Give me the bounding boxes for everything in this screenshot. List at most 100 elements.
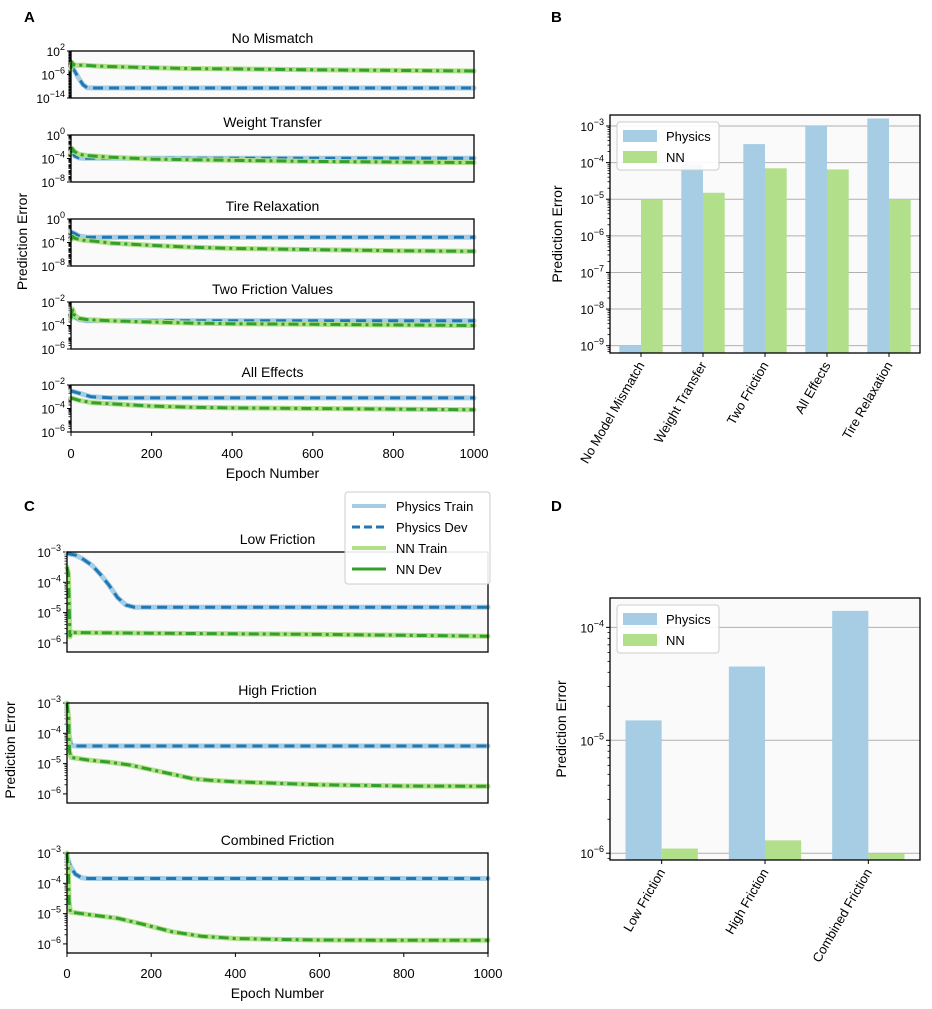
y-tick-label: 10−5: [37, 905, 61, 922]
y-tick-label: 10−4: [41, 317, 65, 334]
y-tick-label: 10−2: [41, 376, 65, 393]
subplot-c-1: High Friction 10−3 10−4 10−5 10−6: [37, 682, 491, 804]
subplot-title: Tire Relaxation: [226, 198, 320, 214]
y-tick-label: 10−6: [41, 340, 65, 357]
physics-bar: [728, 666, 765, 860]
panel-a: No Mismatch 102 10−6 10−14 Weight Transfer 10…: [14, 30, 488, 481]
legend-label: Physics Dev: [396, 520, 468, 535]
x-tick-label: 0: [63, 966, 70, 981]
physics-dev-line: [70, 389, 474, 400]
x-tick-label: Low Friction: [620, 866, 668, 934]
x-tick-label: 200: [140, 966, 162, 981]
x-tick-label: 800: [383, 446, 405, 461]
subplot-background: [67, 853, 488, 953]
physics-bar: [832, 610, 869, 860]
subplot-a-4: All Effects 10−2 10−4 10−6: [41, 364, 477, 440]
subplot-title: Low Friction: [240, 531, 315, 547]
nn-bar: [765, 840, 802, 860]
subplot-a-0: No Mismatch 102 10−6 10−14: [36, 30, 477, 106]
y-axis-label: Prediction Error: [549, 185, 565, 283]
panel-label-b: B: [551, 9, 562, 26]
subplot-title: Combined Friction: [221, 832, 335, 848]
x-tick-label: Tire Relaxation: [839, 359, 895, 442]
plot-frame: [609, 597, 921, 861]
y-tick-label: 10−5: [37, 755, 61, 772]
nn-bar: [641, 199, 663, 353]
physics-bar: [625, 720, 662, 860]
subplot-frame: [66, 551, 489, 653]
subplot-a-3: Two Friction Values 10−2 10−4 10−6: [41, 281, 477, 357]
physics-dev-line: [70, 230, 474, 239]
physics-bar: [743, 144, 765, 353]
x-axis-label: Epoch Number: [231, 985, 325, 1001]
nn-bar: [889, 199, 911, 353]
panel-label-d: D: [551, 498, 562, 515]
legend-swatch: [623, 634, 657, 646]
y-tick-label: 10−4: [37, 874, 61, 891]
x-tick-label: Two Friction: [724, 359, 772, 427]
legend-c: Physics Train Physics Dev NN Train NN Dev: [344, 491, 491, 585]
y-tick-label: 10−6: [37, 634, 61, 651]
y-tick-label: 10−3: [37, 694, 61, 711]
physics-bar: [681, 164, 703, 353]
y-axis-label: Prediction Error: [553, 680, 569, 778]
y-tick-label: 10−3: [37, 543, 61, 560]
physics-dev-line: [66, 552, 488, 609]
y-tick-label: 10−8: [580, 300, 604, 317]
nn-dev-line: [69, 308, 475, 327]
legend-label: NN Train: [396, 541, 447, 556]
y-tick-label: 10−8: [41, 257, 65, 274]
y-tick-label: 10−6: [37, 785, 61, 802]
subplot-title: Two Friction Values: [212, 281, 333, 297]
subplot-title: High Friction: [238, 682, 317, 698]
panel-label-c: C: [24, 498, 35, 515]
y-tick-label: 10−7: [580, 263, 604, 280]
plot-frame: [609, 114, 921, 354]
panel-b: 10−3 10−4 10−5 10−6 10−7 10−8 10−9 No Model Mis…: [549, 114, 921, 466]
nn-bar: [765, 168, 787, 353]
y-tick-label: 10−4: [41, 400, 65, 417]
y-tick-label: 10−4: [580, 618, 604, 635]
subplot-a-1: Weight Transfer 100 10−4 10−8: [41, 114, 477, 190]
x-tick-label: High Friction: [722, 866, 771, 937]
subplot-c-2: Combined Friction 10−3 10−4 10−5 10−6: [37, 832, 491, 954]
y-tick-label: 10−5: [580, 190, 604, 207]
x-tick-label: All Effects: [792, 359, 834, 417]
legend-label: Physics Train: [396, 499, 473, 514]
y-tick-label: 10−6: [580, 227, 604, 244]
x-tick-label: 400: [225, 966, 247, 981]
x-tick-label: 600: [309, 966, 331, 981]
legend-label: Physics: [666, 129, 711, 144]
x-tick-label: 400: [221, 446, 243, 461]
y-tick-label: 102: [47, 42, 65, 59]
subplot-background: [71, 51, 474, 98]
x-tick-label: 200: [141, 446, 163, 461]
y-tick-label: 10−4: [580, 154, 604, 171]
chart-layer: No Mismatch 102 10−6 10−14 Weight Transfer 10…: [2, 30, 921, 1001]
legend-swatch: [623, 130, 657, 142]
subplot-frame: [70, 134, 475, 183]
y-tick-label: 10−5: [580, 731, 604, 748]
y-tick-label: 10−4: [37, 724, 61, 741]
subplot-title: All Effects: [242, 364, 304, 380]
x-tick-label: 1000: [474, 966, 503, 981]
x-tick-label: 1000: [460, 446, 489, 461]
y-tick-label: 10−6: [41, 423, 65, 440]
y-tick-label: 10−5: [37, 604, 61, 621]
y-tick-label: 10−4: [41, 150, 65, 167]
physics-bar: [867, 118, 889, 353]
subplot-title: No Mismatch: [232, 30, 314, 46]
nn-dev-line: [65, 852, 488, 942]
nn-bar: [827, 169, 849, 353]
y-axis-label: Prediction Error: [14, 193, 30, 291]
legend-b: Physics NN: [616, 121, 720, 171]
legend-label: NN Dev: [396, 562, 442, 577]
physics-bar: [619, 345, 641, 353]
panel-label-a: A: [24, 9, 35, 26]
y-tick-label: 10−8: [41, 173, 65, 190]
x-tick-label: Weight Transfer: [651, 358, 710, 445]
x-axis-label: Epoch Number: [226, 465, 320, 481]
y-tick-label: 10−14: [36, 89, 65, 106]
subplot-frame: [66, 852, 489, 954]
